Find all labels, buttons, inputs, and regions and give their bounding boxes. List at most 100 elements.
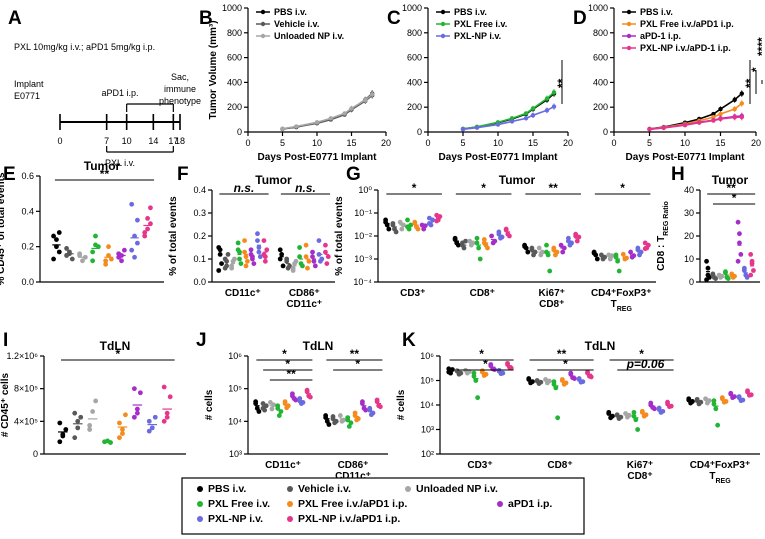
implant-text: Implant (14, 79, 44, 89)
chart-C-series-2-point-2 (495, 122, 501, 127)
chart-G-c2-g6-point-3 (565, 238, 571, 244)
chart-D-xtick-label-4: 20 (751, 138, 761, 148)
chart-K-c2-g5-point-2 (652, 406, 657, 412)
chart-H-ylabel: CD8 : TREG Ratio (656, 201, 670, 271)
chart-D-series-3-line (649, 116, 742, 131)
legend-item-1: Vehicle i.v. (298, 483, 351, 495)
implant-text-2: E0771 (14, 91, 40, 101)
chart-H-c0-g7-point-0 (748, 252, 754, 257)
chart-B-series-0-line (282, 92, 373, 130)
chart-D-ytick-label-5: 1000 (588, 3, 608, 13)
chart-H-c0-g0-point-0 (704, 258, 709, 264)
chart-H-c0-g7-point-4 (749, 261, 755, 266)
chart-H-c0-g5-point-1 (737, 240, 742, 246)
chart-G-c2-g5-point-0 (558, 242, 564, 248)
chart-I-c0-g4-point-1 (120, 427, 125, 432)
chart-C-ytick-label-1: 200 (407, 102, 422, 112)
chart-H-ytick-label-4: 40 (684, 185, 694, 195)
chart-H-c0-g7-point-2 (751, 268, 756, 273)
chart-F-c0-g6-point-4 (256, 245, 262, 250)
legend-marker-7 (287, 516, 293, 522)
legend-marker-2 (405, 486, 411, 492)
chart-G-c3-g0-point-3 (591, 250, 597, 256)
chart-I-c0-g6-point-3 (146, 418, 152, 424)
chart-K-c3-g3-point-1 (713, 406, 719, 412)
chart-B-series-2-point-4 (342, 111, 347, 116)
chart-H-ytick-label-3: 30 (684, 208, 694, 218)
chart-I-c0-g4-point-4 (120, 431, 125, 436)
chart-F-c1-g0-point-0 (277, 247, 283, 253)
panel-label-B: B (199, 8, 213, 29)
chart-F-c0-g5-point-2 (251, 261, 257, 266)
chart-J-sig-4: * (355, 357, 360, 371)
chart-C-series-1-point-4 (523, 111, 529, 116)
chart-B-series-2-point-1 (294, 124, 299, 129)
chart-I-c0-g0-point-0 (57, 439, 63, 445)
chart-J-sig-2: ** (286, 367, 296, 381)
chart-I-c0-g6-point-2 (152, 414, 158, 420)
chart-J-c0-g7-point-2 (307, 394, 313, 400)
chart-C-ytick-label-2: 400 (407, 77, 422, 87)
chart-C-ytick-label-4: 800 (407, 28, 422, 38)
chart-G-sig-0: * (412, 181, 417, 195)
chart-I-c0-g1-point-1 (75, 425, 81, 431)
chart-I-c0-g5-point-2 (137, 390, 143, 396)
chart-B-series-2-line (282, 93, 373, 130)
chart-I-c0-g1-point-3 (72, 410, 78, 416)
chart-D-series-3-point-4 (711, 118, 716, 123)
chart-G-c0-g3-point-0 (405, 217, 410, 223)
chart-F-c1-g6-point-0 (316, 238, 322, 244)
chart-G-c2-g7-point-1 (574, 238, 580, 244)
chart-G-c3-g7-point-3 (642, 246, 648, 252)
chart-B-ytick-label-3: 600 (227, 53, 242, 63)
chart-D-series-1-point-4 (711, 114, 716, 120)
chart-E-ytick-label-0: 0.0 (21, 277, 34, 287)
chart-K-c1-g5-point-3 (568, 371, 574, 377)
legend-marker-4 (287, 501, 293, 507)
chart-F-ytick-label-3: 0.3 (193, 208, 206, 218)
chart-C-ytick-label-3: 600 (407, 53, 422, 63)
legend-marker-3 (197, 501, 203, 507)
chart-D-xtick-label-0: 0 (611, 138, 616, 148)
chart-G-cat-1-line-0: CD8⁺ (470, 288, 495, 299)
chart-K-c2-g6-point-3 (656, 407, 662, 412)
chart-G-title: Tumor (499, 173, 536, 187)
timeline-day-18: 18 (175, 136, 185, 146)
chart-K-c2-g1-point-3 (614, 412, 620, 418)
chart-B-legend-text-0: PBS i.v. (274, 7, 307, 17)
chart-H-c0-g3-point-3 (723, 269, 728, 275)
chart-D-legend-text-0: PBS i.v. (640, 7, 673, 17)
chart-I-ytick-label-1: 4×10⁵ (14, 416, 38, 426)
chart-E-c0-g2-point-3 (77, 251, 83, 257)
chart-B-xtick-label-1: 5 (280, 138, 285, 148)
chart-G-ytick-label-4: 10⁰ (358, 185, 372, 195)
chart-H-c0-g6-point-3 (741, 268, 747, 273)
chart-B-ytick-label-1: 200 (227, 102, 242, 112)
chart-F-sig-0: n.s. (234, 181, 255, 195)
chart-E-c0-g7-point-3 (142, 233, 148, 239)
chart-C-legend-marker-1 (440, 21, 446, 27)
chart-D-xtick-label-3: 15 (715, 138, 725, 148)
chart-F-ytick-label-0: 0.0 (193, 277, 206, 287)
chart-J-c0-g3-point-3 (275, 405, 281, 411)
chart-F-c1-g0-point-1 (279, 252, 285, 257)
chart-D-xtick-label-1: 5 (647, 138, 652, 148)
chart-I-c0-g4-point-3 (117, 420, 122, 426)
chart-K-ytick-label-2: 10⁴ (420, 400, 434, 410)
chart-H-c0-g0-point-4 (705, 272, 711, 278)
chart-G-c1-g4-point-0 (481, 237, 487, 242)
chart-J-cat-0-line-0: CD11c⁺ (265, 460, 301, 471)
chart-J-c1-g7-point-3 (374, 399, 380, 405)
chart-D-ytick-label-3: 600 (593, 53, 608, 63)
chart-E-c0-g3-point-4 (93, 242, 98, 248)
chart-G-c3-g0-point-2 (594, 256, 600, 262)
chart-E-c0-g3-point-3 (90, 249, 96, 255)
chart-J-c1-g4-point-3 (352, 413, 358, 418)
chart-C-sig-0: ** (555, 78, 569, 88)
chart-J-ytick-label-0: 10³ (229, 449, 242, 459)
chart-E-c0-g0-point-0 (51, 233, 56, 239)
timeline-day-14: 14 (148, 136, 158, 146)
chart-G-c2-g3-point-0 (544, 242, 549, 248)
chart-D-legend-text-1: PXL Free i.v./aPD1 i.p. (640, 19, 734, 29)
chart-E-c0-g0-point-1 (54, 237, 59, 243)
